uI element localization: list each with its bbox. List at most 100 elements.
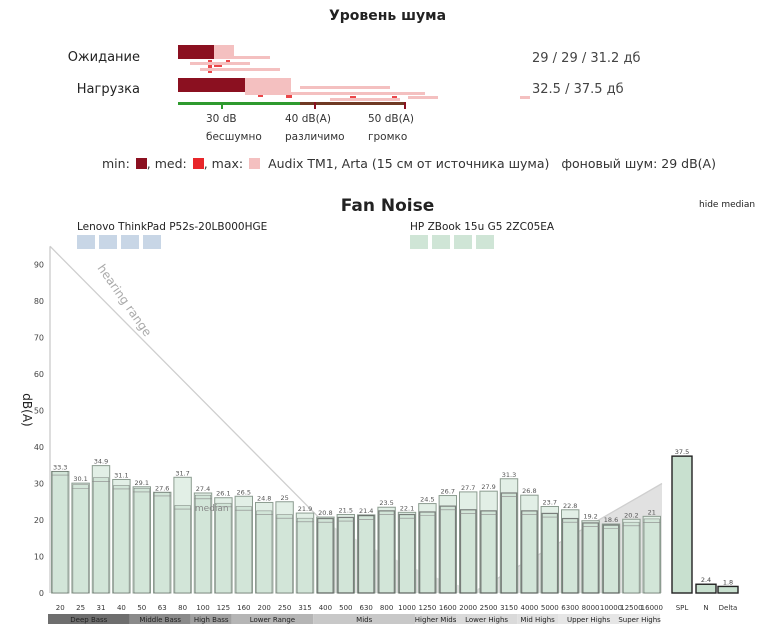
noise-panel-title: Уровень шума bbox=[328, 8, 447, 24]
y-tick-label: 40 bbox=[34, 443, 44, 452]
bar-device-a bbox=[297, 517, 313, 594]
x-tick-label: 4000 bbox=[520, 604, 538, 612]
device-b-label: HP ZBook 15u G5 2ZC05EA bbox=[410, 221, 555, 233]
bar-device-a bbox=[276, 514, 293, 594]
band-label: Mids bbox=[356, 616, 372, 624]
summary-bar bbox=[695, 583, 717, 594]
bar-device-a bbox=[235, 506, 252, 594]
bar-device-a bbox=[439, 505, 457, 594]
x-tick-label: 80 bbox=[178, 604, 187, 612]
bar-value-label: 29.1 bbox=[135, 479, 149, 487]
x-tick-label: 31 bbox=[97, 604, 106, 612]
y-axis-title: dB(A) bbox=[20, 393, 34, 426]
bar-device-a bbox=[195, 494, 211, 594]
bar-device-a bbox=[459, 509, 477, 594]
bar-value-label: 26.1 bbox=[216, 490, 230, 498]
bar-device-a bbox=[133, 487, 150, 594]
device-a-swatch bbox=[121, 235, 139, 249]
y-tick-label: 10 bbox=[34, 553, 44, 562]
band-label: Deep Bass bbox=[70, 616, 107, 624]
x-tick-label: 125 bbox=[217, 604, 230, 612]
x-tick-label: 800 bbox=[380, 604, 393, 612]
x-tick-label: 40 bbox=[117, 604, 126, 612]
bar-device-a bbox=[317, 517, 334, 594]
bar-value-label: 27.4 bbox=[196, 485, 210, 493]
bar-value-label: 25 bbox=[280, 494, 288, 502]
bar-value-label: 23.5 bbox=[379, 499, 393, 507]
band-segment bbox=[231, 614, 314, 624]
x-tick-label: 200 bbox=[258, 604, 271, 612]
bar-device-a bbox=[643, 518, 660, 594]
band-segment bbox=[415, 614, 456, 624]
y-tick-label: 70 bbox=[34, 334, 44, 343]
bar-device-a bbox=[113, 485, 130, 594]
bar-value-label: 31.3 bbox=[502, 471, 516, 479]
bar-value-label: 31.7 bbox=[175, 469, 189, 477]
hearing-range-line bbox=[49, 245, 322, 521]
scale-50-db: 50 dB(A) bbox=[368, 113, 414, 125]
bar-device-a bbox=[93, 477, 109, 594]
bar-value-label: 24.8 bbox=[257, 494, 271, 502]
bar-device-a bbox=[52, 471, 69, 594]
x-tick-label: 12500 bbox=[620, 604, 642, 612]
summary-value-label: 37.5 bbox=[675, 448, 689, 456]
summary-bar bbox=[717, 585, 739, 594]
legend-med-swatch bbox=[192, 158, 204, 169]
idle-row-label: Ожидание bbox=[67, 50, 140, 65]
legend-med-label: , med: bbox=[146, 156, 187, 171]
legend-min-swatch bbox=[135, 158, 147, 169]
summary-tick-label: SPL bbox=[676, 604, 689, 612]
bar-value-label: 20.8 bbox=[318, 509, 332, 517]
bar-device-a bbox=[357, 515, 375, 594]
summary-tick-label: N bbox=[703, 604, 708, 612]
device-b-swatch bbox=[432, 235, 450, 249]
x-tick-label: 2500 bbox=[480, 604, 498, 612]
device-b-swatch bbox=[476, 235, 494, 249]
bar-device-a bbox=[174, 505, 191, 594]
bar-value-label: 23.7 bbox=[543, 498, 557, 506]
scale-30-desc: бесшумно bbox=[206, 131, 262, 143]
band-segment bbox=[456, 614, 518, 624]
band-segment bbox=[190, 614, 232, 624]
x-tick-label: 63 bbox=[158, 604, 167, 612]
band-label: Super Highs bbox=[618, 616, 661, 624]
device-a-swatch bbox=[143, 235, 161, 249]
legend-max-label: , max: bbox=[203, 156, 244, 171]
band-segment bbox=[558, 614, 620, 624]
bar-device-a bbox=[337, 516, 355, 594]
x-tick-label: 25 bbox=[76, 604, 85, 612]
scale-30-db: 30 dB bbox=[206, 113, 237, 125]
load-row-value: 32.5 / 37.5 дб bbox=[532, 82, 624, 97]
bar-value-label: 34.9 bbox=[94, 458, 108, 466]
bar-value-label: 21.4 bbox=[359, 507, 373, 515]
y-tick-label: 0 bbox=[39, 589, 44, 598]
band-label: Lower Highs bbox=[465, 616, 508, 624]
bar-device-a bbox=[256, 510, 273, 594]
legend-background-noise: фоновый шум: 29 dB(A) bbox=[561, 156, 716, 171]
summary-tick-label: Delta bbox=[719, 604, 738, 612]
bar-value-label: 30.1 bbox=[73, 475, 87, 483]
bar-value-label: 26.5 bbox=[237, 488, 251, 496]
band-label: Mid Highs bbox=[520, 616, 555, 624]
bar-value-label: 27.6 bbox=[155, 484, 169, 492]
x-tick-label: 5000 bbox=[541, 604, 559, 612]
y-tick-label: 90 bbox=[34, 261, 44, 270]
bar-value-label: 21 bbox=[648, 508, 656, 516]
device-a-swatch bbox=[77, 235, 95, 249]
device-a-label: Lenovo ThinkPad P52s-20LB000HGE bbox=[77, 221, 267, 233]
bar-value-label: 27.7 bbox=[461, 484, 475, 492]
bar-value-label: 18.6 bbox=[604, 516, 618, 524]
band-segment bbox=[48, 614, 130, 624]
scale-50-desc: громко bbox=[368, 131, 408, 143]
bar-device-a bbox=[521, 510, 538, 594]
legend-max-swatch bbox=[249, 158, 261, 169]
idle-min-bar bbox=[178, 45, 214, 59]
scale-40-desc: различимо bbox=[285, 131, 345, 143]
bar-device-a bbox=[378, 510, 395, 594]
bar-value-label: 21.9 bbox=[298, 505, 312, 513]
summary-bar bbox=[671, 455, 693, 594]
hide-median-link[interactable]: hide median bbox=[699, 200, 756, 210]
band-segment bbox=[619, 614, 660, 624]
x-tick-label: 2000 bbox=[459, 604, 477, 612]
bar-device-a bbox=[623, 521, 640, 594]
